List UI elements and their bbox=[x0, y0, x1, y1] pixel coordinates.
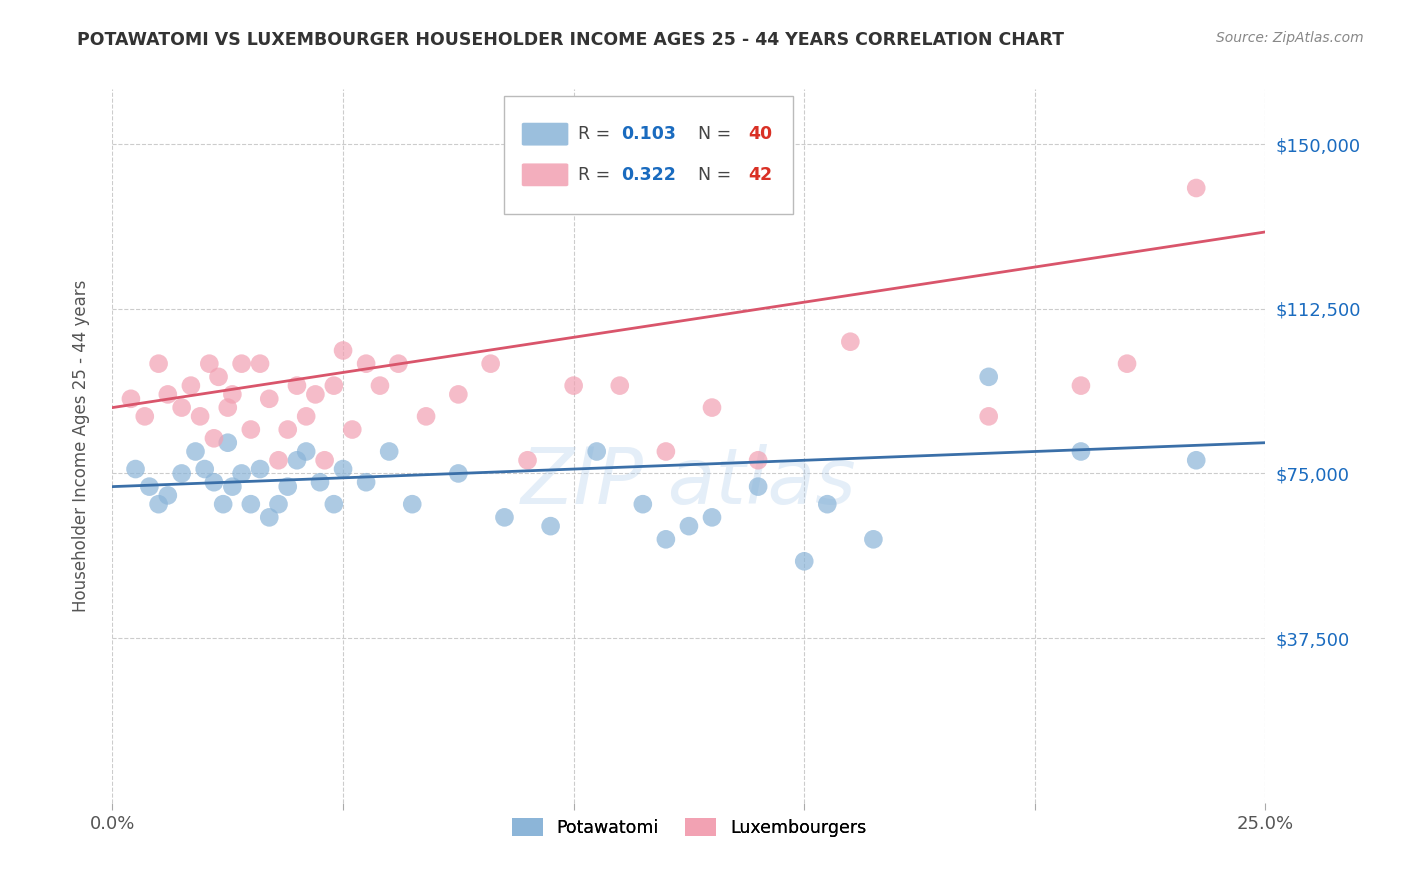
Point bbox=[170, 467, 193, 481]
Point bbox=[217, 435, 239, 450]
Point bbox=[221, 480, 243, 494]
Text: Source: ZipAtlas.com: Source: ZipAtlas.com bbox=[1216, 31, 1364, 45]
Point bbox=[134, 409, 156, 424]
Point bbox=[540, 519, 562, 533]
Point bbox=[267, 453, 290, 467]
Point bbox=[700, 510, 723, 524]
Point bbox=[839, 334, 862, 349]
Point bbox=[239, 497, 262, 511]
Point bbox=[1070, 444, 1092, 458]
Point bbox=[277, 480, 299, 494]
Point bbox=[655, 533, 678, 547]
Point bbox=[194, 462, 217, 476]
Point bbox=[332, 343, 354, 358]
Point bbox=[170, 401, 193, 415]
Point bbox=[202, 475, 225, 490]
Point bbox=[148, 357, 170, 371]
Point bbox=[138, 480, 160, 494]
Point bbox=[700, 401, 723, 415]
Point bbox=[447, 467, 470, 481]
Point bbox=[1116, 357, 1139, 371]
Point bbox=[401, 497, 423, 511]
Point bbox=[585, 444, 607, 458]
Point bbox=[277, 423, 299, 437]
Point bbox=[309, 475, 332, 490]
Point bbox=[120, 392, 142, 406]
Point bbox=[1185, 453, 1208, 467]
Point bbox=[304, 387, 326, 401]
Point bbox=[156, 488, 179, 502]
FancyBboxPatch shape bbox=[505, 96, 793, 214]
Point bbox=[655, 444, 678, 458]
Point bbox=[631, 497, 654, 511]
Text: 0.103: 0.103 bbox=[621, 125, 676, 143]
Point bbox=[124, 462, 146, 476]
Point bbox=[188, 409, 211, 424]
Point bbox=[156, 387, 179, 401]
Point bbox=[249, 357, 271, 371]
Point bbox=[148, 497, 170, 511]
Point bbox=[793, 554, 815, 568]
Point bbox=[516, 453, 538, 467]
Point bbox=[609, 378, 631, 392]
Point bbox=[322, 497, 344, 511]
Point bbox=[678, 519, 700, 533]
Point bbox=[354, 357, 377, 371]
Point bbox=[1185, 181, 1208, 195]
Point bbox=[285, 453, 308, 467]
Point bbox=[494, 510, 516, 524]
Point bbox=[354, 475, 377, 490]
Point bbox=[342, 423, 364, 437]
Point bbox=[231, 467, 253, 481]
Point bbox=[332, 462, 354, 476]
Text: 40: 40 bbox=[748, 125, 772, 143]
Point bbox=[239, 423, 262, 437]
Text: POTAWATOMI VS LUXEMBOURGER HOUSEHOLDER INCOME AGES 25 - 44 YEARS CORRELATION CHA: POTAWATOMI VS LUXEMBOURGER HOUSEHOLDER I… bbox=[77, 31, 1064, 49]
Point bbox=[815, 497, 838, 511]
Point bbox=[202, 431, 225, 445]
Point bbox=[184, 444, 207, 458]
Point bbox=[180, 378, 202, 392]
FancyBboxPatch shape bbox=[522, 123, 568, 145]
Point bbox=[378, 444, 401, 458]
Text: R =: R = bbox=[578, 125, 616, 143]
Point bbox=[198, 357, 221, 371]
Point bbox=[295, 444, 318, 458]
Point bbox=[977, 409, 1000, 424]
Point bbox=[285, 378, 308, 392]
Text: N =: N = bbox=[688, 166, 737, 184]
Point bbox=[207, 369, 229, 384]
Point bbox=[747, 480, 769, 494]
Point bbox=[1070, 378, 1092, 392]
Point bbox=[221, 387, 243, 401]
Point bbox=[249, 462, 271, 476]
Point bbox=[217, 401, 239, 415]
Point bbox=[212, 497, 235, 511]
Point bbox=[747, 453, 769, 467]
Point bbox=[977, 369, 1000, 384]
Point bbox=[295, 409, 318, 424]
Point bbox=[479, 357, 502, 371]
Y-axis label: Householder Income Ages 25 - 44 years: Householder Income Ages 25 - 44 years bbox=[72, 280, 90, 612]
Point bbox=[368, 378, 391, 392]
Point bbox=[447, 387, 470, 401]
Point bbox=[862, 533, 884, 547]
Text: R =: R = bbox=[578, 166, 616, 184]
Point bbox=[259, 392, 281, 406]
Point bbox=[562, 378, 585, 392]
Text: ZIP atlas: ZIP atlas bbox=[522, 443, 856, 520]
Point bbox=[314, 453, 336, 467]
Point bbox=[415, 409, 437, 424]
Legend: Potawatomi, Luxembourgers: Potawatomi, Luxembourgers bbox=[505, 812, 873, 844]
Point bbox=[259, 510, 281, 524]
Text: 0.322: 0.322 bbox=[621, 166, 676, 184]
FancyBboxPatch shape bbox=[522, 163, 568, 186]
Point bbox=[267, 497, 290, 511]
Text: 42: 42 bbox=[748, 166, 772, 184]
Point bbox=[231, 357, 253, 371]
Point bbox=[322, 378, 344, 392]
Point bbox=[387, 357, 409, 371]
Text: N =: N = bbox=[688, 125, 737, 143]
